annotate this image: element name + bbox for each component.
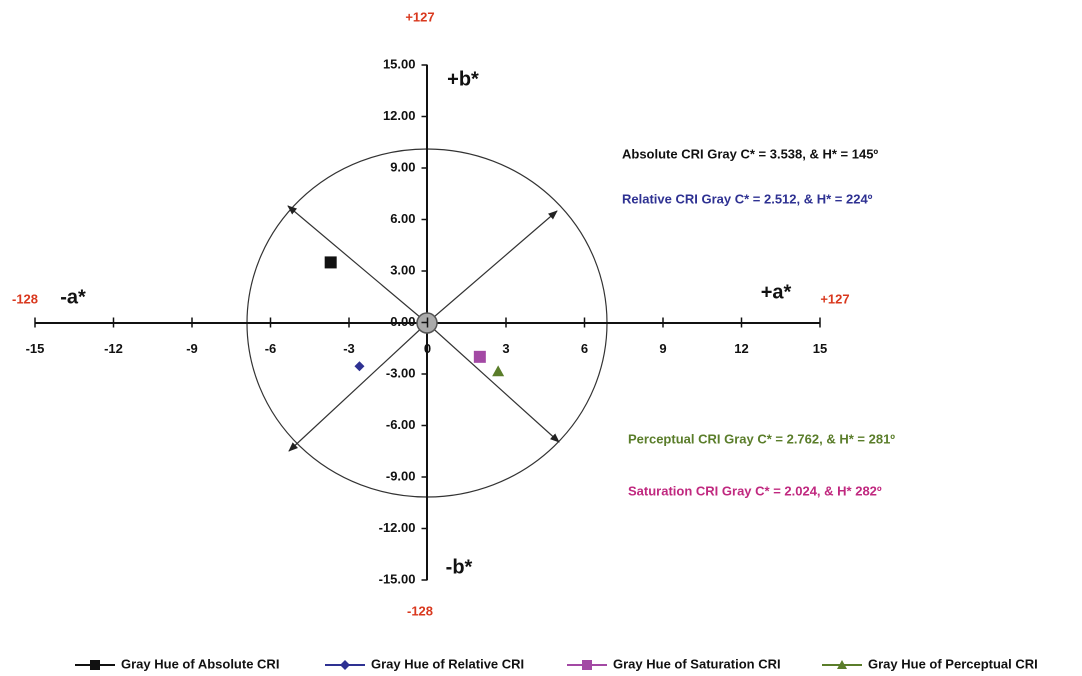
x-tick-label: 9 [659, 341, 666, 356]
annotation: Saturation CRI Gray C* = 2.024, & H* 282… [628, 483, 882, 498]
annotation: +b* [447, 68, 479, 90]
legend-label: Gray Hue of Absolute CRI [121, 656, 279, 671]
y-tick-label: 15.00 [383, 56, 416, 71]
annotation: Perceptual CRI Gray C* = 2.762, & H* = 2… [628, 431, 895, 446]
annotation: -a* [60, 286, 86, 308]
legend-marker [90, 660, 100, 670]
marker [492, 365, 505, 377]
y-tick-label: 9.00 [390, 159, 415, 174]
annotation: -128 [12, 291, 38, 306]
annotation: +a* [761, 281, 792, 303]
annotation: Absolute CRI Gray C* = 3.538, & H* = 145… [622, 146, 878, 161]
arrow [288, 322, 428, 452]
arrow [426, 322, 560, 443]
x-tick-label: -12 [104, 341, 123, 356]
y-tick-label: 12.00 [383, 108, 416, 123]
x-tick-label: 6 [581, 341, 588, 356]
marker [473, 350, 486, 363]
marker [324, 256, 337, 269]
annotation: +127 [405, 9, 434, 24]
direction-arrows [287, 205, 560, 452]
legend-marker [837, 660, 847, 669]
y-tick-label: 0.00 [390, 314, 415, 329]
legend-label: Gray Hue of Perceptual CRI [868, 656, 1038, 671]
annotation: -128 [407, 603, 433, 618]
legend-marker [582, 660, 592, 670]
x-tick-label: 0 [424, 341, 431, 356]
arrow [287, 205, 428, 324]
legend-label: Gray Hue of Saturation CRI [613, 656, 781, 671]
x-tick-label: 3 [502, 341, 509, 356]
legend-label: Gray Hue of Relative CRI [371, 656, 524, 671]
x-tick-label: -6 [265, 341, 277, 356]
y-tick-label: -15.00 [379, 571, 416, 586]
annotation: -b* [446, 556, 473, 578]
arrow [426, 210, 558, 324]
x-tick-label: 15 [813, 341, 827, 356]
y-tick-label: 6.00 [390, 211, 415, 226]
annotation: Relative CRI Gray C* = 2.512, & H* = 224… [622, 191, 873, 206]
y-tick-label: -9.00 [386, 468, 416, 483]
y-tick-label: -12.00 [379, 520, 416, 535]
x-tick-label: -9 [186, 341, 198, 356]
marker [354, 361, 365, 372]
x-tick-label: -3 [343, 341, 355, 356]
x-tick-label: 12 [734, 341, 748, 356]
y-tick-label: 3.00 [390, 262, 415, 277]
x-tick-label: -15 [26, 341, 45, 356]
y-tick-label: -6.00 [386, 417, 416, 432]
y-tick-label: -3.00 [386, 365, 416, 380]
legend-marker [340, 660, 350, 670]
annotation: +127 [820, 291, 849, 306]
